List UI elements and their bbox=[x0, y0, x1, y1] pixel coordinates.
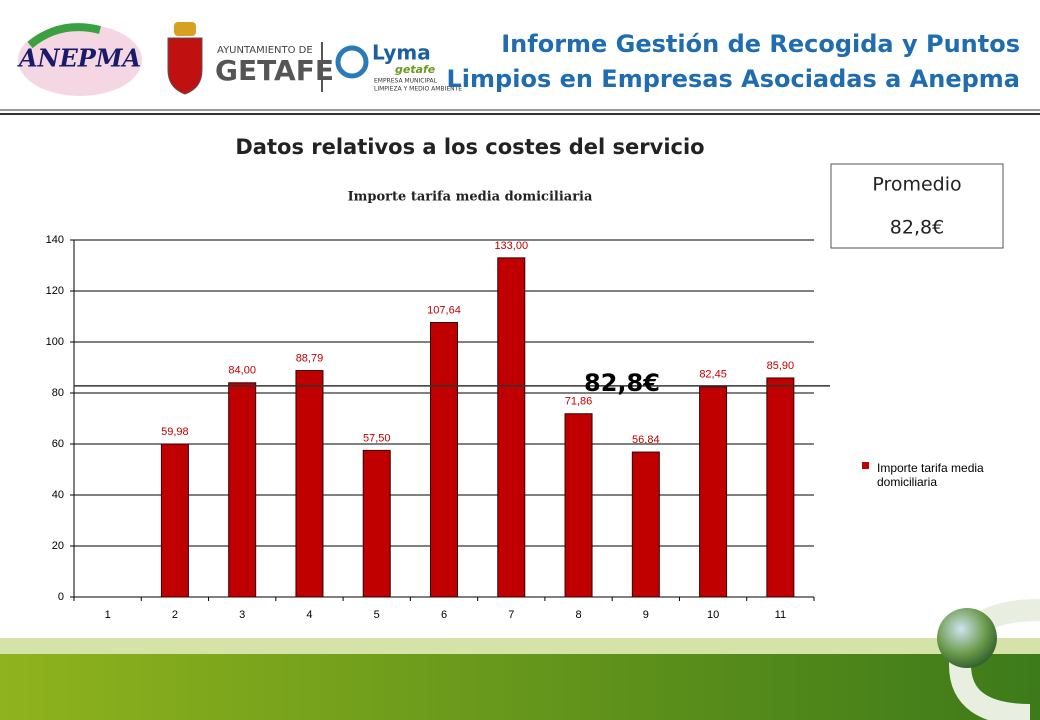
logo-text: EMPRESA MUNICIPAL bbox=[374, 78, 438, 85]
bar bbox=[631, 451, 660, 598]
y-tick-label: 140 bbox=[46, 234, 64, 246]
value-label: 71,86 bbox=[565, 396, 593, 408]
y-tick-label: 40 bbox=[52, 489, 64, 501]
chart-title: Importe tarifa media domiciliaria bbox=[348, 190, 593, 205]
bar bbox=[228, 382, 257, 598]
y-tick-label: 20 bbox=[52, 540, 64, 552]
x-tick-label: 10 bbox=[707, 609, 719, 621]
bar bbox=[564, 413, 593, 598]
y-tick-label: 60 bbox=[52, 438, 64, 450]
x-tick-label: 8 bbox=[575, 609, 581, 621]
bar bbox=[430, 322, 458, 598]
summary-value: 82,8€ bbox=[890, 217, 944, 239]
logo-anepma: ANEPMA bbox=[17, 44, 141, 73]
bar bbox=[362, 449, 391, 598]
logo-text: getafe bbox=[395, 63, 436, 76]
x-tick-label: 11 bbox=[775, 609, 786, 621]
x-tick-label: 6 bbox=[441, 609, 447, 621]
y-tick-label: 80 bbox=[52, 387, 64, 399]
logo-bg bbox=[18, 24, 142, 96]
value-label: 84,00 bbox=[228, 365, 256, 377]
globe bbox=[937, 608, 997, 668]
logo-text: Lyma bbox=[372, 41, 431, 65]
summary-label: Promedio bbox=[872, 174, 961, 196]
logo-swoosh bbox=[27, 23, 101, 49]
bar bbox=[497, 257, 526, 598]
x-tick-label: 3 bbox=[239, 609, 245, 621]
slide-title: Limpios en Empresas Asociadas a Anepma bbox=[447, 65, 1020, 93]
value-label: 59,98 bbox=[161, 426, 189, 438]
section-title: Datos relativos a los costes del servici… bbox=[235, 135, 704, 159]
x-tick-label: 1 bbox=[105, 609, 111, 621]
value-label: 107,64 bbox=[427, 304, 461, 316]
value-label: 57,50 bbox=[363, 432, 391, 444]
footer-band bbox=[0, 654, 1040, 720]
footer-stripe bbox=[0, 638, 1040, 654]
x-tick-label: 7 bbox=[508, 609, 514, 621]
average-label: 82,8€ bbox=[584, 369, 660, 397]
x-tick-label: 4 bbox=[306, 609, 312, 621]
bar bbox=[160, 443, 189, 598]
legend-label: Importe tarifa media domiciliaria bbox=[877, 461, 984, 489]
value-label: 85,90 bbox=[767, 360, 795, 372]
bar bbox=[766, 377, 795, 598]
value-label: 56,84 bbox=[632, 434, 660, 446]
bar bbox=[295, 370, 324, 598]
value-label: 133,00 bbox=[494, 240, 528, 252]
y-tick-label: 100 bbox=[46, 336, 64, 348]
logo-text: GETAFE bbox=[215, 54, 334, 87]
legend-swatch bbox=[862, 462, 869, 469]
value-label: 88,79 bbox=[296, 352, 324, 364]
x-tick-label: 9 bbox=[643, 609, 649, 621]
value-label: 82,45 bbox=[699, 369, 727, 381]
logo-text: AYUNTAMIENTO DE bbox=[217, 45, 313, 56]
crest bbox=[167, 37, 203, 95]
y-tick-label: 0 bbox=[58, 591, 64, 603]
x-tick-label: 5 bbox=[374, 609, 380, 621]
crown bbox=[174, 22, 196, 36]
slide-title: Informe Gestión de Recogida y Puntos bbox=[501, 30, 1020, 58]
lyma-icon bbox=[335, 45, 369, 79]
x-tick-label: 2 bbox=[172, 609, 178, 621]
logo-text: LIMPIEZA Y MEDIO AMBIENTE bbox=[374, 86, 462, 93]
y-tick-label: 120 bbox=[46, 285, 64, 297]
summary-box bbox=[830, 163, 1004, 249]
bar bbox=[699, 386, 728, 598]
